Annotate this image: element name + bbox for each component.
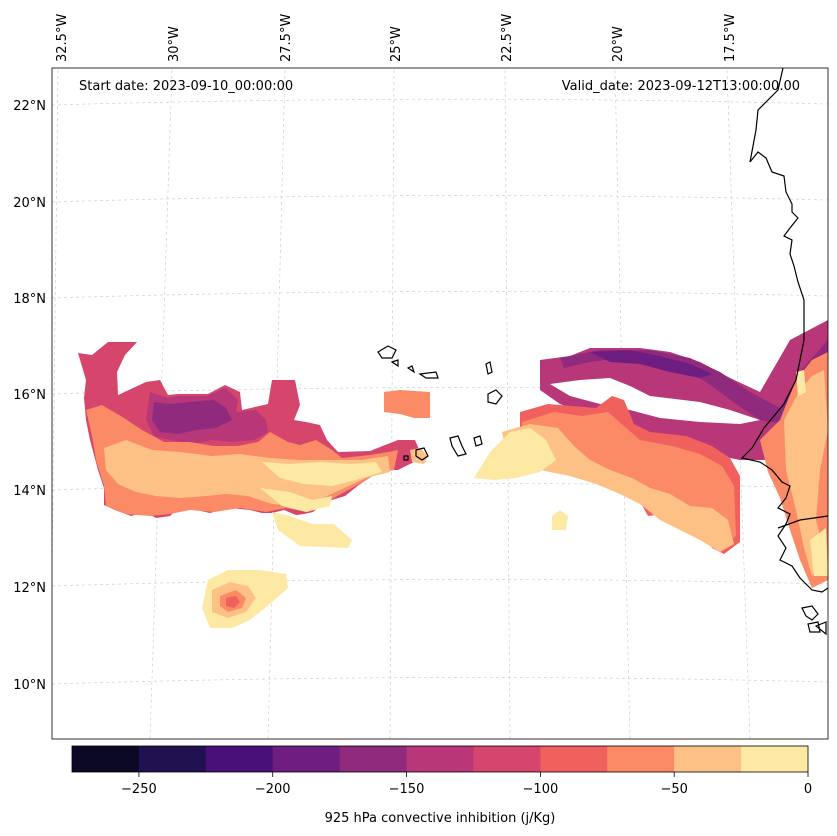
cin-contour-level-25 <box>796 370 806 396</box>
lat-label: 16°N <box>13 388 46 403</box>
colorbar-frame <box>71 745 809 773</box>
lon-label: 17.5°W <box>723 14 738 62</box>
cin-contour-level-200 <box>590 350 712 378</box>
lon-label: 27.5°W <box>279 14 294 62</box>
cin-contour-level-25 <box>810 528 828 576</box>
lon-label: 32.5°W <box>55 14 70 62</box>
cin-field-gap <box>550 378 760 424</box>
coastlines <box>377 68 828 636</box>
colorbar-segment <box>339 746 407 772</box>
colorbar-tick-label: −150 <box>389 782 425 797</box>
cin-field-east <box>474 320 828 588</box>
cin-contour-level-175 <box>152 400 232 434</box>
colorbar-segment <box>272 746 341 772</box>
cape-verde-sal <box>485 361 493 375</box>
cape-verde-santa-luzia <box>406 365 416 374</box>
cape-verde-sao-vicente <box>390 359 399 368</box>
colorbar-segment <box>205 746 274 772</box>
colorbar-segment <box>741 746 809 772</box>
cin-contour-level-25 <box>260 488 332 512</box>
cin-contour-level-25 <box>262 462 382 486</box>
lat-label: 14°N <box>13 484 46 499</box>
colorbar-tick-label: −100 <box>523 782 559 797</box>
africa-coastline <box>740 68 828 593</box>
colorbar-tick-label: 0 <box>804 782 812 797</box>
colorbar-segment <box>674 746 742 772</box>
lat-label: 22°N <box>13 99 46 114</box>
cape-verde-boa-vista <box>487 389 503 405</box>
colorbar-segment <box>406 746 474 772</box>
cape-verde-sao-nicolau <box>418 371 439 379</box>
cape-verde-fogo <box>415 447 429 461</box>
colorbar-tick-label: −50 <box>660 782 687 797</box>
colorbar-segment <box>138 746 207 772</box>
cin-contour-level-50 <box>410 448 428 464</box>
cape-verde-maio <box>473 435 483 447</box>
gambia-river <box>777 515 828 529</box>
cin-contour-level-25 <box>552 510 568 530</box>
colorbar-title: 925 hPa convective inhibition (j/Kg) <box>325 811 556 826</box>
valid-date-label: Valid_date: 2023-09-12T13:00:00.00 <box>562 79 800 94</box>
lon-label: 30°W <box>167 26 182 62</box>
start-date-label: Start date: 2023-09-10_00:00:00 <box>79 79 293 94</box>
cin-field-west <box>78 342 430 548</box>
cape-verde-santiago <box>449 435 467 457</box>
cin-contour-level-25 <box>474 428 556 480</box>
cape-verde-brava <box>403 455 409 461</box>
lat-label: 12°N <box>13 581 46 596</box>
lat-label: 10°N <box>13 678 46 693</box>
colorbar-tick-label: −200 <box>255 782 291 797</box>
map-frame <box>51 67 829 740</box>
longitude-labels: 32.5°W 30°W 27.5°W 25°W 22.5°W 20°W 17.5… <box>55 14 738 62</box>
cin-contour-level-25 <box>272 512 352 548</box>
cin-contour-level-100 <box>226 596 240 608</box>
colorbar-tick-label: −250 <box>121 782 157 797</box>
cin-contour-level-75 <box>384 390 430 418</box>
lat-label: 20°N <box>13 196 46 211</box>
colorbar-segments <box>72 746 809 772</box>
cin-contour-level-175 <box>560 340 828 424</box>
cin-field-south-cell <box>202 570 288 628</box>
lon-label: 20°W <box>611 26 626 62</box>
colorbar-segment <box>473 746 541 772</box>
lon-label: 22.5°W <box>500 14 515 62</box>
lon-label: 25°W <box>389 26 404 62</box>
latitude-labels: 22°N 20°N 18°N 16°N 14°N 12°N 10°N <box>13 99 46 693</box>
cin-contour-level-50 <box>502 424 734 552</box>
lat-label: 18°N <box>13 292 46 307</box>
cape-verde-santo-antao <box>377 345 397 359</box>
guinea-bissau-islands <box>801 605 827 636</box>
colorbar: −250 −200 −150 −100 −50 0 925 hPa convec… <box>71 745 812 826</box>
cin-contour-level-50 <box>104 440 390 506</box>
colorbar-segment <box>72 746 140 772</box>
colorbar-segment <box>540 746 608 772</box>
colorbar-ticks <box>138 772 809 777</box>
cin-contour-level-50 <box>784 370 828 576</box>
colorbar-segment <box>607 746 675 772</box>
